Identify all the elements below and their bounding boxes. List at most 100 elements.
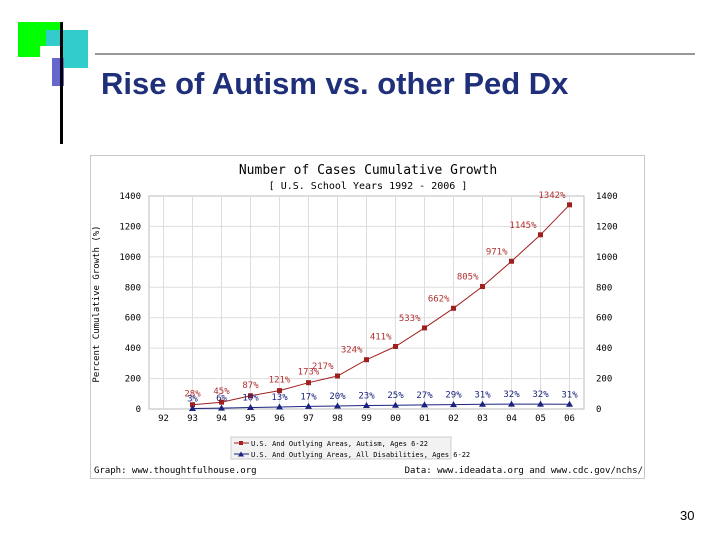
data-label-s1-93: 3%: [187, 395, 198, 405]
data-label-s0-97: 173%: [298, 368, 320, 378]
data-label-s0-02: 662%: [428, 294, 450, 304]
point-s1-96: [276, 403, 283, 410]
point-s1-03: [479, 400, 486, 407]
point-s0-93: [190, 402, 195, 408]
x-tick-94: 94: [216, 414, 227, 424]
x-tick-06: 06: [564, 414, 575, 424]
y-tick-right-200: 200: [596, 375, 612, 385]
point-s1-00: [392, 401, 399, 408]
legend-entry-autism: U.S. And Outlying Areas, Autism, Ages 6-…: [251, 440, 428, 448]
y-tick-right-800: 800: [596, 283, 612, 293]
data-label-s1-04: 32%: [503, 390, 520, 400]
data-label-s0-01: 533%: [399, 314, 421, 324]
point-s1-06: [566, 400, 573, 407]
data-label-s1-96: 13%: [271, 393, 288, 403]
legend-box: [230, 436, 452, 460]
point-s1-05: [537, 400, 544, 407]
x-tick-01: 01: [419, 414, 430, 424]
vertical-accent-line: [60, 22, 63, 144]
chart-subtitle: [ U.S. School Years 1992 - 2006 ]: [269, 181, 468, 192]
point-s0-95: [248, 393, 253, 399]
data-labels: 28% 45% 87% 121% 173%217% 324% 411% 533% 662% 805…: [184, 191, 578, 405]
point-s1-95: [247, 403, 254, 410]
data-label-s1-06: 31%: [561, 390, 578, 400]
point-s1-99: [363, 402, 370, 409]
legend: U.S. And Outlying Areas, Autism, Ages 6-…: [230, 436, 470, 460]
x-tick-92: 92: [158, 414, 169, 424]
x-tick-03: 03: [477, 414, 488, 424]
x-tick-00: 00: [390, 414, 401, 424]
y-tick-right-1400: 1400: [596, 192, 618, 202]
point-s0-04: [509, 258, 514, 264]
y-tick-left-800: 800: [125, 283, 141, 293]
y-tick-left-200: 200: [125, 375, 141, 385]
point-s1-98: [334, 402, 341, 409]
y-tick-right-1000: 1000: [596, 253, 618, 263]
x-tick-04: 04: [506, 414, 517, 424]
data-label-s1-01: 27%: [416, 391, 433, 401]
footer-right-source: Data: www.ideadata.org and www.cdc.gov/n…: [405, 466, 643, 476]
chart-title: Number of Cases Cumulative Growth: [239, 163, 497, 178]
chart-frame: Number of Cases Cumulative Growth [ U.S.…: [90, 155, 645, 479]
y-tick-right-400: 400: [596, 344, 612, 354]
footer-left-source: Graph: www.thoughtfulhouse.org: [94, 466, 257, 476]
y-tick-right-1200: 1200: [596, 222, 618, 232]
y-tick-left-1400: 1400: [119, 192, 141, 202]
x-tick-98: 98: [332, 414, 343, 424]
point-s0-98: [335, 373, 340, 379]
y-tick-left-600: 600: [125, 314, 141, 324]
data-label-s0-00: 411%: [370, 332, 392, 342]
point-s0-03: [480, 284, 485, 290]
point-s1-93: [189, 405, 196, 412]
data-label-s0-05: 1145%: [509, 221, 537, 231]
data-label-s0-94: 45%: [213, 387, 230, 397]
data-label-s0-03: 805%: [457, 273, 479, 283]
data-label-s0-96: 121%: [269, 376, 291, 386]
point-s1-02: [450, 401, 457, 408]
point-s0-94: [219, 399, 224, 405]
data-label-s1-94: 6%: [216, 394, 227, 404]
x-tick-05: 05: [535, 414, 546, 424]
y-tick-right-600: 600: [596, 314, 612, 324]
point-s0-97: [306, 380, 311, 386]
page-number: 30: [680, 508, 695, 523]
slide-title: Rise of Autism vs. other Ped Dx: [101, 66, 569, 101]
x-tick-93: 93: [187, 414, 198, 424]
growth-chart: Number of Cases Cumulative Growth [ U.S.…: [92, 163, 643, 476]
data-label-s0-06: 1342%: [538, 191, 566, 201]
y-tick-left-0: 0: [136, 405, 141, 415]
data-label-s1-95: 10%: [242, 393, 259, 403]
point-s1-94: [218, 404, 225, 411]
point-s0-96: [277, 388, 282, 394]
point-s0-06: [567, 202, 572, 208]
legend-swatch-autism-marker: [239, 441, 243, 445]
x-tick-97: 97: [303, 414, 314, 424]
x-tick-labels: 92 93 94 95 96 97 98 99 00 01 02 03 04 05 06: [158, 414, 575, 424]
point-s0-05: [538, 232, 543, 238]
series-layer: [189, 202, 573, 412]
point-s0-02: [451, 305, 456, 311]
legend-entry-all-disabilities: U.S. And Outlying Areas, All Disabilitie…: [251, 451, 470, 459]
point-s1-97: [305, 402, 312, 409]
data-label-s1-03: 31%: [474, 390, 491, 400]
point-s0-01: [422, 325, 427, 331]
series-line-1: [192, 403, 570, 409]
title-underline: [95, 53, 695, 55]
y-tick-left-1000: 1000: [119, 253, 141, 263]
data-label-s1-00: 25%: [387, 391, 404, 401]
point-s1-01: [421, 401, 428, 408]
data-label-s0-95: 87%: [242, 381, 259, 391]
data-label-s1-98: 20%: [329, 392, 346, 402]
y-tick-left-1200: 1200: [119, 222, 141, 232]
data-label-s1-05: 32%: [532, 390, 549, 400]
y-tick-right-0: 0: [596, 405, 601, 415]
point-s1-04: [508, 400, 515, 407]
data-label-s0-98: 217%: [312, 362, 334, 372]
data-label-s0-93: 28%: [184, 390, 201, 400]
grid-lines: [149, 196, 584, 409]
legend-swatch-all-marker: [238, 451, 244, 457]
data-label-s1-99: 23%: [358, 392, 375, 402]
y-axis-label: Percent Cumulative Growth (%): [92, 225, 102, 382]
data-label-s0-99: 324%: [341, 346, 363, 356]
data-label-s1-97: 17%: [300, 392, 317, 402]
